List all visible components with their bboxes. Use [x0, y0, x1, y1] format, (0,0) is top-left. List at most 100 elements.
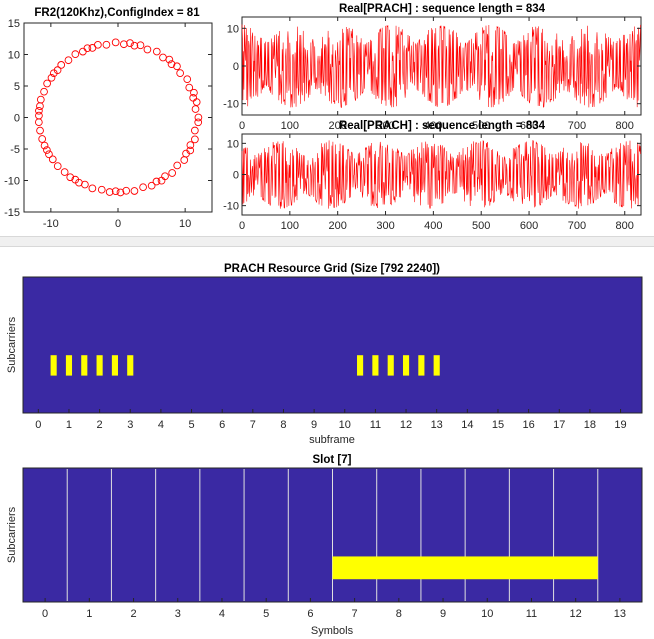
resource-grid-allocation: [96, 355, 103, 376]
prach-real-ytick-label: 0: [233, 61, 239, 73]
constellation-point: [139, 183, 147, 192]
prach-real-chart-2: Real[PRACH] : sequence length = 834 0 100…: [223, 120, 642, 232]
constellation-point: [43, 146, 51, 154]
slot-xtick-label: 3: [175, 608, 181, 620]
prach-real-xtick-label: 0: [239, 220, 245, 232]
resource-grid-xtick-label: 9: [311, 419, 317, 431]
prach-real-xtick-label: 700: [568, 220, 586, 232]
constellation-point: [66, 173, 75, 182]
constellation-title: FR2(120Khz),ConfigIndex = 81: [34, 7, 200, 19]
resource-grid-allocation: [433, 355, 440, 376]
constellation-point: [186, 141, 195, 149]
constellation-point: [36, 126, 44, 135]
prach-real-xtick-label: 400: [424, 120, 442, 132]
constellation-point: [111, 38, 120, 47]
constellation-point: [111, 187, 120, 196]
prach-real-xtick-label: 600: [520, 120, 538, 132]
slot-xtick-label: 8: [396, 608, 402, 620]
slot-xlabel: Symbols: [311, 625, 354, 637]
top-figure: FR2(120Khz),ConfigIndex = 81 -10 0 10 -15 -1…: [0, 0, 654, 236]
constellation-ytick-label: 0: [14, 113, 20, 125]
resource-grid-xtick-label: 2: [97, 419, 103, 431]
bottom-figure-canvas: PRACH Resource Grid (Size [792 2240]) 0 1…: [6, 263, 643, 637]
constellation-point: [81, 180, 89, 189]
slot-title: Slot [7]: [313, 454, 352, 466]
constellation-point: [173, 161, 182, 170]
prach-real-ytick-label: -10: [223, 99, 239, 111]
prach-real-xtick-label: 0: [239, 120, 245, 132]
constellation-point: [186, 146, 195, 155]
bottom-figure: PRACH Resource Grid (Size [792 2240]) 0 1…: [0, 247, 654, 639]
constellation-ytick-label: 15: [8, 18, 20, 30]
resource-grid-allocation: [372, 355, 379, 376]
slot-xtick-label: 12: [570, 608, 582, 620]
constellation-axes: [23, 22, 213, 213]
constellation-point: [122, 186, 131, 195]
resource-grid-allocation: [127, 355, 134, 376]
prach-real-xtick-label: 200: [329, 120, 347, 132]
resource-grid-allocation: [387, 355, 394, 376]
constellation-point: [43, 79, 51, 88]
slot-xtick-label: 4: [219, 608, 225, 620]
resource-grid-xtick-label: 1: [66, 419, 72, 431]
prach-real-ytick-label: 10: [227, 23, 239, 35]
slot-xtick-label: 2: [130, 608, 136, 620]
prach-real-xtick-label: 600: [520, 220, 538, 232]
resource-grid-xtick-label: 6: [219, 419, 225, 431]
constellation-point: [38, 135, 47, 143]
slot-ticks: 0 1 2 3 4 5 6 7 8 9 10 11 12 13: [42, 598, 626, 620]
constellation-point: [88, 184, 97, 193]
constellation-point: [88, 44, 97, 52]
prach-real-xtick-label: 500: [472, 120, 490, 132]
resource-grid-xtick-label: 3: [127, 419, 133, 431]
prach-real-ytick-label: 0: [233, 170, 239, 182]
slot-xtick-label: 5: [263, 608, 269, 620]
resource-grid-xtick-label: 10: [339, 419, 351, 431]
slot-xtick-label: 1: [86, 608, 92, 620]
constellation-xtick-label: -10: [43, 218, 59, 230]
resource-grid-ylabel: Subcarriers: [6, 316, 18, 373]
constellation-chart: FR2(120Khz),ConfigIndex = 81 -10 0 10-15-1…: [4, 7, 213, 230]
constellation-point: [97, 185, 106, 194]
constellation-point: [190, 88, 198, 97]
figure-separator: [0, 236, 654, 247]
slot-chart: Slot [7] 0 1 2 3 4 5 6 7 8 9 10 11 12 13 Symbols Subc…: [6, 454, 643, 637]
slot-xtick-label: 7: [352, 608, 358, 620]
prach-real-chart-1: Real[PRACH] : sequence length = 834 0 10 0…: [223, 3, 642, 132]
prach-real-title-1: Real[PRACH] : sequence length = 834: [339, 3, 546, 15]
slot-xtick-label: 13: [614, 608, 626, 620]
constellation-point: [191, 126, 199, 135]
resource-grid-allocation: [418, 355, 425, 376]
constellation-point: [40, 87, 48, 96]
resource-grid-xtick-label: 12: [400, 419, 412, 431]
constellation-point: [71, 50, 80, 58]
resource-grid-xtick-label: 13: [431, 419, 443, 431]
resource-grid-xlabel: subframe: [309, 434, 355, 446]
constellation-ytick-label: -5: [10, 144, 20, 156]
slot-allocation: [332, 556, 598, 580]
constellation-ticks: -10 0 10 -15 -10 -5 0 5 10 15: [4, 18, 212, 230]
prach-real-xtick-label: 300: [376, 220, 394, 232]
resource-grid-title: PRACH Resource Grid (Size [792 2240]): [224, 263, 440, 275]
resource-grid-allocation: [402, 355, 410, 376]
resource-grid-allocation: [81, 355, 88, 376]
prach-real-series-1: [241, 24, 641, 108]
constellation-point: [143, 45, 152, 54]
resource-grid-allocation: [50, 355, 57, 376]
resource-grid-xtick-label: 5: [188, 419, 194, 431]
constellation-point: [159, 53, 167, 62]
constellation-point: [78, 47, 87, 56]
constellation-ytick-label: -15: [4, 207, 20, 219]
constellation-point: [49, 69, 58, 78]
resource-grid-xtick-label: 14: [461, 419, 473, 431]
constellation-point: [194, 118, 203, 127]
resource-grid-ticks: 0 1 2 3 4 5 6 7 8 9 10 11 12 13 14 15 16 17 18 19: [35, 409, 627, 431]
constellation-point: [194, 113, 203, 122]
resource-grid-xtick-label: 17: [553, 419, 565, 431]
constellation-point: [168, 169, 177, 177]
constellation-ytick-label: 10: [8, 50, 20, 62]
slot-ylabel: Subcarriers: [6, 506, 18, 563]
resource-grid-xtick-label: 11: [370, 419, 381, 431]
constellation-point: [161, 172, 169, 181]
constellation-point: [60, 168, 69, 176]
